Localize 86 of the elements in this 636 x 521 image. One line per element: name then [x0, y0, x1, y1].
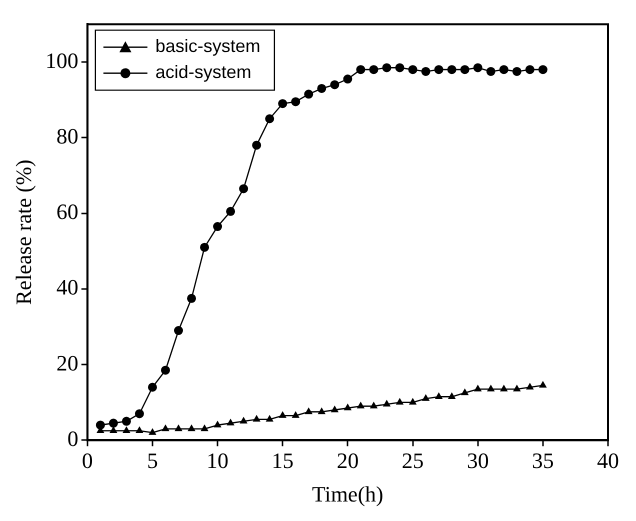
point	[252, 140, 262, 150]
point	[473, 63, 482, 72]
point	[434, 65, 444, 74]
point	[136, 426, 144, 433]
point	[108, 418, 118, 428]
legend-label: basic-system	[155, 36, 260, 56]
point	[318, 407, 326, 414]
x-tick-label: 40	[597, 448, 619, 474]
y-tick-label: 0	[67, 426, 78, 451]
point	[460, 65, 470, 74]
point	[174, 424, 182, 432]
point	[474, 384, 482, 392]
point	[252, 414, 260, 422]
point	[513, 384, 521, 392]
point	[226, 418, 234, 426]
y-tick-label: 60	[56, 199, 78, 224]
point	[122, 416, 131, 426]
point	[447, 65, 456, 74]
x-tick-label: 30	[466, 448, 489, 474]
x-tick-label: 15	[272, 448, 294, 474]
point	[291, 97, 300, 106]
y-tick-label: 40	[56, 274, 78, 300]
point	[292, 411, 300, 418]
point	[408, 65, 418, 74]
point	[343, 74, 352, 84]
point	[266, 414, 274, 422]
point	[214, 420, 222, 428]
point	[460, 388, 469, 396]
point	[408, 398, 417, 405]
point	[448, 392, 456, 399]
point	[538, 65, 548, 74]
point	[188, 424, 196, 432]
point	[395, 63, 404, 72]
point	[187, 294, 196, 303]
point	[240, 416, 248, 424]
point	[96, 420, 105, 430]
point	[226, 206, 236, 216]
x-tick-label: 10	[206, 448, 229, 474]
point	[134, 409, 144, 418]
y-tick-label: 100	[45, 48, 78, 73]
point	[160, 366, 170, 375]
point	[499, 65, 508, 74]
point	[317, 84, 326, 93]
point	[265, 114, 274, 124]
y-tick-label: 80	[56, 123, 78, 148]
point	[382, 63, 392, 72]
point	[422, 394, 430, 401]
point	[382, 400, 391, 407]
point	[174, 326, 184, 336]
y-tick-label: 20	[56, 350, 78, 376]
point	[370, 402, 378, 408]
point	[148, 382, 157, 392]
x-tick-label: 35	[532, 448, 554, 474]
point	[486, 384, 495, 392]
point	[330, 80, 340, 90]
point	[539, 380, 547, 388]
point	[330, 405, 339, 412]
point	[500, 384, 508, 392]
point	[162, 424, 170, 432]
point	[396, 398, 404, 405]
point	[525, 65, 534, 74]
point	[200, 424, 208, 432]
point	[434, 392, 443, 399]
legend-label: acid-system	[155, 62, 252, 82]
x-tick-label: 5	[146, 448, 158, 474]
point	[148, 428, 156, 435]
point	[356, 402, 365, 408]
point	[304, 407, 313, 414]
point	[344, 404, 352, 410]
point	[213, 222, 222, 232]
point	[304, 90, 314, 99]
point	[239, 184, 248, 194]
point	[526, 382, 534, 390]
point	[122, 426, 130, 433]
x-axis-title: Time(h)	[312, 482, 384, 507]
point	[356, 65, 366, 74]
point	[512, 66, 522, 76]
point	[369, 65, 378, 74]
point	[278, 99, 288, 108]
point	[486, 66, 496, 76]
y-axis-title: Release rate (%)	[10, 160, 36, 305]
point	[278, 411, 287, 418]
x-tick-label: 25	[402, 448, 424, 474]
x-tick-label: 20	[336, 448, 359, 474]
point	[200, 242, 210, 252]
point	[421, 66, 430, 76]
